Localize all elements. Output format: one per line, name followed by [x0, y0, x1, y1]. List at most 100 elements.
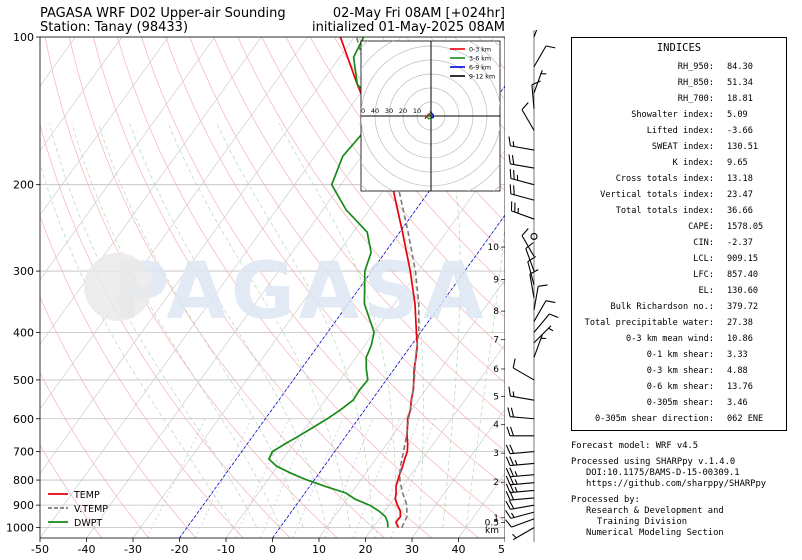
index-row: Cross totals index: 13.18 — [572, 172, 786, 186]
wind-barb — [533, 300, 556, 322]
wind-barb — [505, 518, 535, 528]
barb-feather — [511, 155, 515, 165]
wind-barb — [533, 334, 547, 358]
barb-half-feather — [514, 486, 518, 493]
watermark-logo — [84, 253, 152, 321]
org-line-3: Numerical Modeling Section — [586, 528, 724, 538]
background-lines — [40, 37, 505, 538]
wind-barb — [533, 313, 559, 333]
title-left-line1: PAGASA WRF D02 Upper-air Sounding — [40, 6, 286, 21]
wind-barb — [505, 456, 535, 467]
hodograph-legend-label: 3-6 km — [469, 56, 491, 63]
hodograph-trace — [429, 111, 432, 114]
wind-barb — [508, 386, 535, 401]
chart-legend: TEMP V.TEMP DWPT — [48, 490, 108, 529]
barb-feather — [509, 426, 515, 436]
mixing-ratio-line — [292, 418, 344, 538]
moist-adiabat — [278, 123, 397, 528]
index-label: RH_950: — [677, 62, 714, 72]
barb-half-feather — [512, 533, 517, 539]
wind-barb — [527, 255, 537, 285]
legend-label: V.TEMP — [74, 504, 108, 515]
barb-staff — [531, 84, 535, 109]
barb-feather — [509, 456, 515, 466]
barb-feather — [508, 500, 515, 509]
y-tick-label: 1000 — [6, 522, 34, 535]
barb-staff — [512, 527, 535, 541]
km-label: 2 — [493, 478, 499, 488]
barb-staff — [510, 504, 535, 510]
index-row: 0-6 km shear: 13.76 — [572, 380, 786, 394]
index-row: K index: 9.65 — [572, 156, 786, 170]
index-label: 0-6 km shear: — [646, 382, 714, 392]
isotherm — [40, 37, 76, 87]
moist-adiabat — [129, 123, 327, 528]
barb-staff — [533, 300, 547, 322]
barb-staff — [510, 145, 535, 151]
wind-barb — [521, 228, 535, 257]
legend-label: DWPT — [74, 518, 102, 529]
index-label: CIN: — [693, 238, 714, 248]
wind-barb — [507, 407, 535, 420]
barb-half-feather — [514, 479, 518, 485]
wind-barb — [533, 284, 548, 311]
barb-feather — [513, 185, 515, 195]
title-left-line2: Station: Tanay (98433) — [40, 20, 189, 35]
wind-barb — [505, 444, 535, 455]
index-row: Showalter index: 5.09 — [572, 108, 786, 122]
isotherm — [40, 37, 169, 216]
hodograph-legend-label: 0-3 km — [469, 47, 491, 54]
mixing-ratio-line — [260, 418, 313, 538]
hodograph-legend-label: 9-12 km — [469, 74, 495, 81]
index-value: 13.18 — [727, 174, 753, 184]
wind-barb-column — [505, 30, 559, 542]
wind-barb — [521, 102, 535, 131]
index-row: 0-3 km shear: 4.88 — [572, 364, 786, 378]
calm-circle — [530, 232, 538, 241]
series-line-vtemp — [355, 37, 420, 528]
barb-half-feather — [510, 512, 515, 518]
index-row: Total totals index: 36.66 — [572, 204, 786, 218]
index-value: 3.46 — [727, 398, 748, 408]
barb-feather — [508, 386, 511, 397]
index-value: 1578.05 — [727, 222, 764, 232]
barb-feather — [521, 102, 529, 110]
y-tick-label: 600 — [13, 413, 34, 426]
index-label: SWEAT index: — [651, 142, 714, 152]
dry-adiabat — [40, 444, 102, 538]
x-tick-label: 20 — [359, 543, 373, 556]
hodograph-trace — [430, 112, 435, 119]
barb-staff — [510, 482, 535, 486]
barb-staff — [533, 313, 550, 333]
index-label: LFC: — [693, 270, 714, 280]
y-tick-label: 400 — [13, 326, 34, 339]
index-row: Lifted index: -3.66 — [572, 124, 786, 138]
y-tick-label: 900 — [13, 499, 34, 512]
wind-barb — [512, 358, 535, 381]
index-value: 909.15 — [727, 254, 759, 264]
km-label: km — [485, 526, 499, 536]
x-tick-label: 40 — [452, 543, 466, 556]
processed-by-text: Processed by: — [571, 495, 640, 505]
km-label: 9 — [493, 275, 499, 285]
barb-half-feather — [514, 459, 518, 466]
indices-panel: INDICES RH_950: 84.30 RH_850: 51.34 RH_700: 1… — [571, 37, 787, 431]
index-label: K index: — [672, 158, 714, 168]
wind-barb — [510, 201, 535, 220]
barb-staff — [533, 334, 543, 358]
index-row: 0-3 km mean wind: 10.86 — [572, 332, 786, 346]
hodograph-ring-label: 30 — [385, 107, 393, 115]
processing-info: Forecast model: WRF v4.5 Processed using… — [571, 441, 799, 539]
moist-adiabat — [49, 123, 257, 528]
barb-staff — [510, 177, 535, 186]
wind-barb — [533, 325, 554, 344]
dry-adiabat — [261, 37, 505, 351]
wind-barb — [508, 136, 535, 151]
wind-barb — [530, 232, 538, 241]
index-value: 4.88 — [727, 366, 748, 376]
km-label: 5 — [493, 392, 499, 402]
index-value: 13.76 — [727, 382, 753, 392]
index-value: 9.65 — [727, 158, 748, 168]
km-label: 1 — [493, 514, 499, 524]
index-label: EL: — [698, 286, 714, 296]
